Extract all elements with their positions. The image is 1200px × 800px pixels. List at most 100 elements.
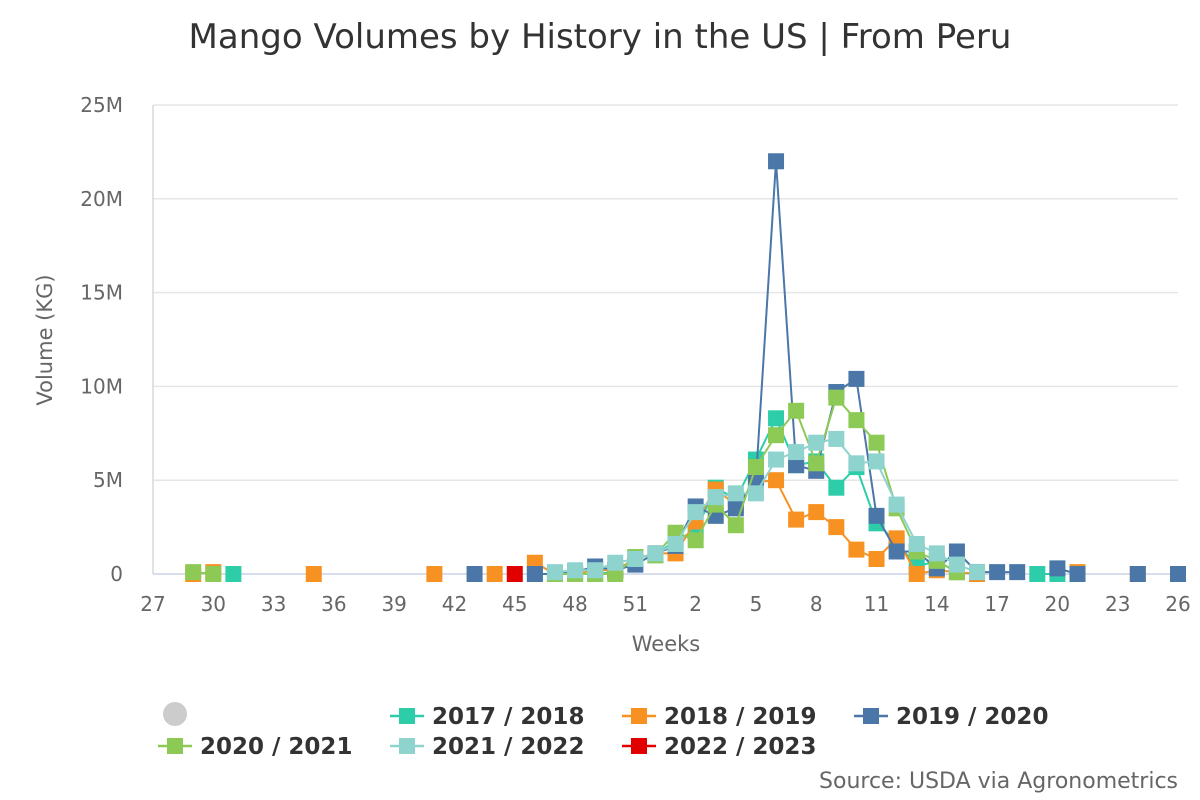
data-point[interactable] [466,566,483,582]
x-tick-label: 30 [201,592,226,616]
data-point[interactable] [788,444,805,461]
series-line [534,161,1018,575]
data-point[interactable] [1170,566,1186,582]
data-point[interactable] [486,566,503,582]
data-point[interactable] [828,430,845,447]
data-point[interactable] [788,511,805,528]
data-point[interactable] [607,554,624,571]
legend-label: 2022 / 2023 [664,734,816,760]
x-tick-label: 36 [321,592,346,616]
data-point[interactable] [1029,566,1046,582]
data-point[interactable] [888,530,905,547]
data-point[interactable] [1049,560,1066,577]
data-point[interactable] [868,453,885,470]
data-point[interactable] [567,562,584,579]
chart-title: Mango Volumes by History in the US | Fro… [189,17,1012,57]
data-point[interactable] [848,541,865,558]
y-tick-label: 10M [80,374,123,398]
data-point[interactable] [185,564,202,581]
y-tick-label: 0 [110,562,123,586]
data-point[interactable] [788,457,805,474]
x-tick-label: 26 [1165,592,1190,616]
data-point[interactable] [667,535,684,552]
legend-marker [399,708,415,724]
data-point[interactable] [768,472,785,489]
data-point[interactable] [888,496,905,513]
y-axis-title: Volume (KG) [33,274,57,405]
data-point[interactable] [948,556,965,573]
legend-label: 2019 / 2020 [896,704,1048,730]
data-point[interactable] [848,412,865,429]
x-tick-label: 2 [689,592,702,616]
legend-item[interactable]: 2019 / 2020 [854,704,1048,730]
x-axis-title: Weeks [632,632,700,656]
data-point[interactable] [627,550,644,567]
data-point[interactable] [848,370,865,387]
data-point[interactable] [828,479,845,496]
data-point[interactable] [506,566,523,582]
data-point[interactable] [225,566,242,582]
x-tick-label: 27 [140,592,165,616]
data-point[interactable] [908,566,925,582]
data-point[interactable] [1009,564,1026,581]
data-point[interactable] [808,455,825,472]
x-tick-label: 39 [381,592,406,616]
data-point[interactable] [768,451,785,468]
data-point[interactable] [989,564,1006,581]
data-point[interactable] [707,489,724,506]
y-tick-label: 25M [80,93,123,117]
x-tick-label: 8 [810,592,823,616]
x-tick-label: 17 [984,592,1009,616]
legend-marker [399,738,415,754]
data-point[interactable] [948,543,965,560]
legend-reset-icon[interactable] [163,702,187,726]
x-tick-label: 51 [623,592,648,616]
series-line [554,437,978,574]
data-point[interactable] [788,402,805,419]
legend-item[interactable]: 2018 / 2019 [622,704,816,730]
data-point[interactable] [908,535,925,552]
data-point[interactable] [687,504,704,521]
legend-item[interactable]: 2021 / 2022 [390,734,584,760]
data-point[interactable] [727,485,744,502]
data-point[interactable] [687,532,704,549]
legend-item[interactable]: 2017 / 2018 [390,704,584,730]
series-2021-2022 [546,430,986,581]
data-point[interactable] [868,550,885,567]
data-point[interactable] [1069,566,1086,582]
data-point[interactable] [205,566,222,582]
data-point[interactable] [526,566,543,582]
legend-item[interactable]: 2022 / 2023 [622,734,816,760]
data-point[interactable] [868,434,885,451]
data-point[interactable] [888,543,905,560]
data-point[interactable] [426,566,443,582]
y-tick-label: 15M [80,281,123,305]
data-point[interactable] [647,545,664,562]
data-point[interactable] [828,389,845,406]
data-point[interactable] [546,564,563,581]
data-point[interactable] [727,517,744,534]
data-point[interactable] [808,434,825,451]
data-point[interactable] [808,504,825,521]
data-point[interactable] [768,153,785,170]
data-point[interactable] [928,545,945,562]
data-point[interactable] [828,519,845,536]
data-point[interactable] [868,507,885,524]
x-tick-label: 20 [1045,592,1070,616]
data-point[interactable] [848,455,865,472]
y-tick-label: 20M [80,187,123,211]
data-point[interactable] [747,459,764,476]
series-2020-2021 [185,389,965,582]
source-note: Source: USDA via Agronometrics [819,769,1178,794]
data-point[interactable] [587,562,604,579]
x-tick-label: 45 [502,592,527,616]
data-point[interactable] [768,410,785,427]
data-point[interactable] [969,564,986,581]
legend-item[interactable]: 2020 / 2021 [158,734,352,760]
data-point[interactable] [768,427,785,444]
legend: 2017 / 2018 2018 / 2019 2019 / 2020 2020 / … [158,702,1048,760]
data-point[interactable] [747,485,764,502]
data-point[interactable] [305,566,322,582]
data-point[interactable] [1129,566,1146,582]
